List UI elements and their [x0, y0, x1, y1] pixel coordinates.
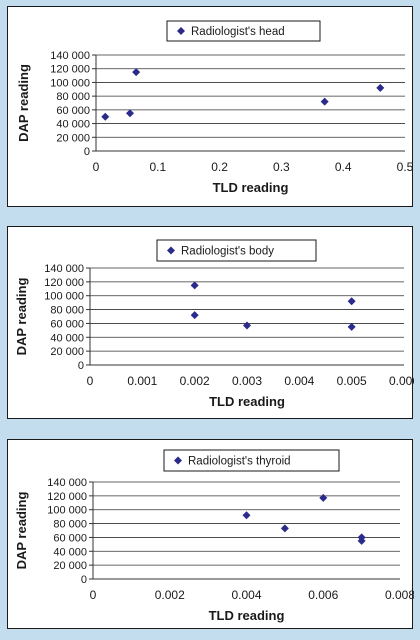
- x-tick-label: 0: [90, 588, 97, 602]
- x-tick-label: 0.002: [180, 374, 210, 388]
- chart-panel-head: 0 20 000 40 000 60 000 80 000 100 000 120 000 1…: [7, 6, 414, 207]
- legend-label: Radiologist's body: [181, 246, 274, 258]
- data-point: [101, 112, 110, 121]
- y-tick-label: 40 000: [50, 332, 84, 344]
- data-point: [357, 536, 366, 545]
- y-axis-title: DAP reading: [14, 278, 29, 356]
- x-tick-label: 0.2: [211, 160, 228, 174]
- legend-marker: [174, 456, 182, 465]
- x-tick-label: 0.003: [232, 374, 262, 388]
- y-axis-title: DAP reading: [16, 64, 31, 142]
- x-tick-label: 0.004: [231, 588, 261, 602]
- y-tick-label: 60 000: [56, 105, 90, 117]
- x-tick-label: 0.1: [149, 160, 166, 174]
- legend-marker: [177, 27, 185, 35]
- y-tick-label: 0: [84, 146, 90, 158]
- data-point: [376, 83, 385, 92]
- legend-box: [156, 239, 317, 262]
- legend-label: Radiologist's head: [191, 26, 285, 38]
- y-tick-label: 40 000: [56, 119, 90, 131]
- chart-panel-thyroid: 0 20 000 40 000 60 000 80 000 100 000 120 000 1…: [7, 439, 414, 629]
- legend-marker: [167, 246, 175, 255]
- x-tick-label: 0: [93, 160, 100, 174]
- data-point: [190, 311, 199, 320]
- y-tick-label: 40 000: [53, 546, 87, 558]
- y-tick-label: 20 000: [50, 346, 84, 358]
- x-tick-label: 0.008: [385, 588, 414, 602]
- data-point: [320, 97, 329, 106]
- x-tick-label: 0.4: [335, 160, 352, 174]
- y-tick-label: 100 000: [47, 505, 87, 517]
- data-point: [319, 493, 328, 502]
- y-tick-label: 100 000: [50, 77, 90, 89]
- y-tick-label: 120 000: [47, 491, 87, 503]
- y-tick-label: 140 000: [47, 477, 87, 489]
- legend-box: [163, 449, 340, 472]
- y-tick-label: 140 000: [44, 263, 84, 275]
- x-tick-label: 0.002: [155, 588, 185, 602]
- y-tick-label: 80 000: [50, 305, 84, 317]
- y-tick-label: 20 000: [53, 560, 87, 572]
- y-tick-label: 60 000: [53, 532, 87, 544]
- y-tick-label: 140 000: [50, 50, 90, 62]
- y-tick-label: 0: [78, 360, 84, 372]
- x-tick-label: 0.5: [397, 160, 414, 174]
- y-axis-title: DAP reading: [14, 492, 29, 570]
- data-point: [242, 511, 251, 520]
- data-point: [132, 68, 141, 77]
- x-tick-label: 0.004: [284, 374, 314, 388]
- x-tick-label: 0: [87, 374, 94, 388]
- x-tick-label: 0.3: [273, 160, 290, 174]
- y-tick-label: 60 000: [50, 318, 84, 330]
- y-tick-label: 120 000: [50, 64, 90, 76]
- x-axis-title: TLD reading: [209, 394, 285, 409]
- y-tick-label: 0: [81, 574, 87, 586]
- x-axis-title: TLD reading: [213, 180, 289, 195]
- y-tick-label: 20 000: [56, 132, 90, 144]
- y-tick-label: 100 000: [44, 291, 84, 303]
- x-tick-label: 0.006: [308, 588, 338, 602]
- x-tick-label: 0.005: [337, 374, 367, 388]
- y-tick-label: 80 000: [53, 519, 87, 531]
- data-point: [347, 297, 356, 306]
- x-tick-label: 0.001: [127, 374, 157, 388]
- data-point: [125, 109, 134, 118]
- data-point: [190, 281, 199, 290]
- y-tick-label: 120 000: [44, 277, 84, 289]
- x-axis-title: TLD reading: [209, 608, 285, 623]
- data-point: [347, 322, 356, 331]
- chart-panel-body: 0 20 000 40 000 60 000 80 000 100 000 120 000 1…: [7, 226, 414, 419]
- data-point: [243, 321, 251, 330]
- legend-label: Radiologist's thyroid: [188, 456, 291, 468]
- y-tick-label: 80 000: [56, 91, 90, 103]
- data-point: [280, 524, 289, 533]
- legend-box: [166, 20, 321, 42]
- x-tick-label: 0.006: [389, 374, 414, 388]
